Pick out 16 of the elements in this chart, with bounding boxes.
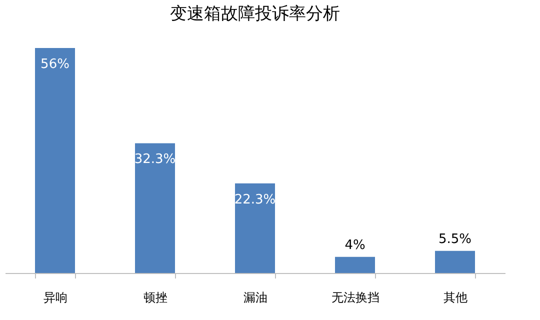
bar bbox=[435, 250, 475, 273]
x-tick-label: 顿挫 bbox=[144, 290, 168, 304]
data-label: 22.3% bbox=[234, 192, 276, 208]
x-tick-label: 异响 bbox=[44, 290, 68, 304]
bar bbox=[135, 143, 175, 273]
chart-title: 变速箱故障投诉率分析 bbox=[170, 4, 340, 24]
bar bbox=[35, 48, 75, 273]
bar bbox=[335, 256, 375, 273]
bar bbox=[235, 183, 275, 273]
data-label: 32.3% bbox=[134, 152, 176, 168]
data-label: 5.5% bbox=[438, 232, 472, 247]
x-tick-label: 无法换挡 bbox=[332, 290, 380, 304]
x-tick-label: 其他 bbox=[444, 290, 468, 304]
data-label: 4% bbox=[344, 238, 366, 253]
x-tick-label: 漏油 bbox=[244, 290, 268, 304]
data-label: 56% bbox=[40, 57, 70, 72]
